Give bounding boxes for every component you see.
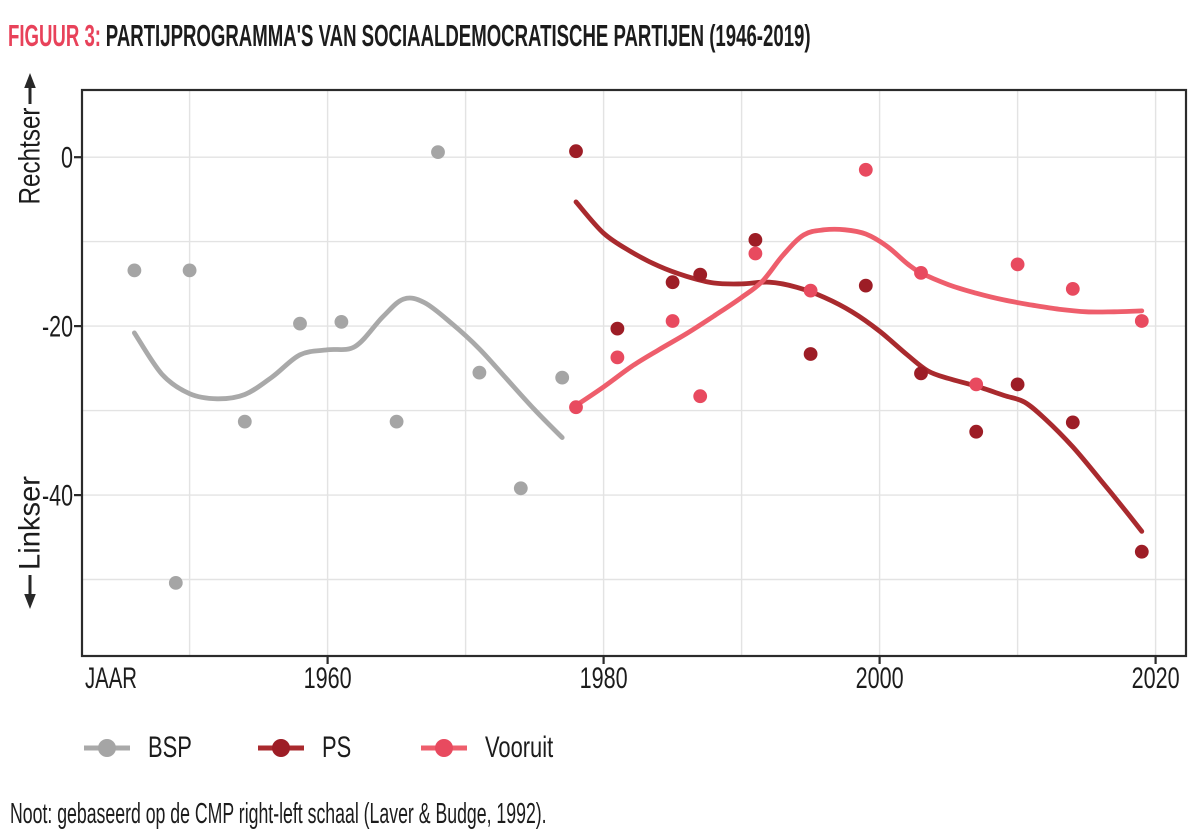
svg-text:-20: -20 <box>42 311 73 344</box>
svg-text:1980: 1980 <box>580 662 628 695</box>
legend-item-vooruit: Vooruit <box>421 731 578 765</box>
up-arrow-icon <box>24 73 36 104</box>
trend-line-ps <box>573 199 1145 534</box>
legend-key-bsp <box>84 737 130 759</box>
svg-text:2020: 2020 <box>1132 662 1180 695</box>
trend-line-bsp <box>132 295 565 440</box>
figure-title: FIGUUR 3: PARTIJPROGRAMMA'S VAN SOCIAALDE… <box>8 20 1200 52</box>
legend-item-bsp: BSP <box>84 731 208 765</box>
points-ps <box>569 144 1149 559</box>
legend-item-ps: PS <box>258 731 362 765</box>
figure-note: Noot: gebaseerd op de CMP right-left sch… <box>10 798 547 830</box>
points-vooruit <box>569 162 1149 415</box>
legend-key-glyph <box>84 739 130 757</box>
figure-note-row: Noot: gebaseerd op de CMP right-left sch… <box>10 796 890 832</box>
legend-label-ps: PS <box>322 731 352 764</box>
legend-key-ps <box>258 737 304 759</box>
gridlines <box>82 90 1186 656</box>
x-tick-labels: 1960 1980 2000 2020 JAAR <box>85 662 1180 695</box>
svg-text:-40: -40 <box>42 480 73 513</box>
y-axis-label-rechtser: Rechtser <box>14 107 47 204</box>
plot-frame <box>80 88 1188 658</box>
legend-key-glyph <box>258 739 304 757</box>
legend: BSP PS Vooruit <box>0 731 1200 765</box>
legend-key-glyph <box>421 739 467 757</box>
figure-number: FIGUUR 3: <box>8 18 101 53</box>
x-axis-title: JAAR <box>85 662 137 695</box>
y-axis-label-linkser: Linkser <box>14 476 47 570</box>
points-bsp <box>127 145 570 590</box>
trend-line-vooruit <box>573 226 1145 408</box>
svg-text:1960: 1960 <box>304 662 352 695</box>
svg-text:2000: 2000 <box>856 662 904 695</box>
down-arrow-icon <box>24 575 36 609</box>
title-text: PARTIJPROGRAMMA'S VAN SOCIAALDEMOCRATISC… <box>105 18 811 53</box>
tick-marks <box>74 156 1157 664</box>
legend-key-vooruit <box>421 737 467 759</box>
legend-label-vooruit: Vooruit <box>485 731 554 764</box>
svg-text:0: 0 <box>61 142 73 175</box>
legend-label-bsp: BSP <box>148 731 192 764</box>
y-tick-labels: 0 -20 -40 <box>42 142 73 513</box>
